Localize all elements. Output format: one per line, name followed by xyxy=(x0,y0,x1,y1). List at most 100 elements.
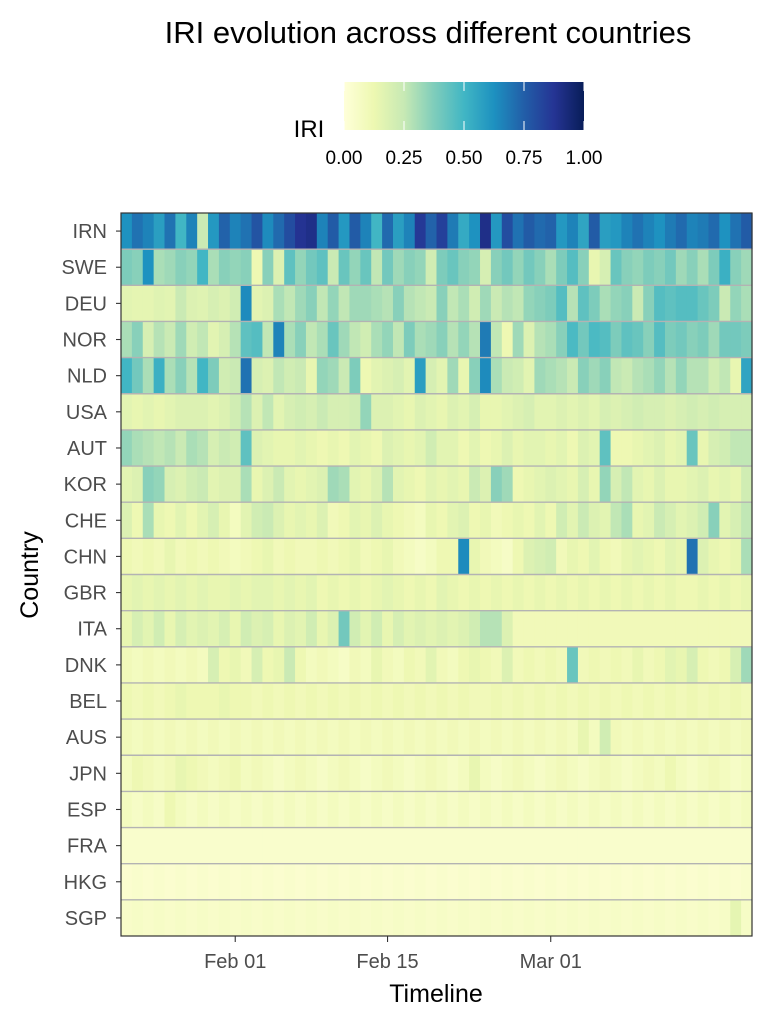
heatmap-cell xyxy=(251,249,264,286)
heatmap-cell xyxy=(240,538,253,575)
y-tick-label-kor: KOR xyxy=(64,474,107,496)
heatmap-cell xyxy=(436,466,448,503)
heatmap-cell xyxy=(382,791,394,828)
heatmap-cell xyxy=(338,863,351,900)
heatmap-cell xyxy=(251,682,264,720)
heatmap-cell xyxy=(295,249,307,286)
heatmap-cell xyxy=(588,429,601,467)
heatmap-cell xyxy=(218,393,231,430)
heatmap-cell xyxy=(382,863,394,900)
heatmap-cell xyxy=(512,393,525,430)
heatmap-cell xyxy=(534,393,546,430)
heatmap-cell xyxy=(567,827,579,864)
heatmap-cell xyxy=(599,393,612,430)
heatmap-cell xyxy=(654,610,666,647)
heatmap-cell xyxy=(621,719,633,756)
heatmap-cell xyxy=(708,285,720,322)
heatmap-cell xyxy=(197,827,209,864)
heatmap-cell xyxy=(523,249,536,286)
heatmap-cell xyxy=(730,863,742,900)
heatmap-cell xyxy=(273,466,285,503)
heatmap-cell xyxy=(208,285,220,322)
heatmap-cell xyxy=(142,213,155,250)
heatmap-cell xyxy=(349,321,361,358)
heatmap-cell xyxy=(197,863,209,900)
heatmap-cell xyxy=(730,429,742,467)
heatmap-cell xyxy=(208,357,220,394)
heatmap-cell xyxy=(208,574,220,611)
heatmap-cell xyxy=(208,213,220,250)
heatmap-cell xyxy=(654,429,666,467)
heatmap-cell xyxy=(273,538,285,575)
heatmap-cell xyxy=(469,646,481,683)
heatmap-cell xyxy=(305,574,318,611)
heatmap-cell xyxy=(664,719,677,756)
heatmap-cell xyxy=(425,285,438,322)
heatmap-cell xyxy=(480,574,492,611)
heatmap-cell xyxy=(577,502,590,539)
heatmap-cell xyxy=(741,899,753,936)
heatmap-cell xyxy=(208,791,220,828)
heatmap-cell xyxy=(675,357,688,394)
heatmap-cell xyxy=(632,285,644,322)
heatmap-cell xyxy=(371,863,383,900)
heatmap-cell xyxy=(327,249,340,286)
heatmap-cell xyxy=(708,574,720,611)
heatmap-cell xyxy=(251,538,264,575)
heatmap-cell xyxy=(142,719,155,756)
heatmap-cell xyxy=(392,791,405,828)
heatmap-cell xyxy=(338,755,351,792)
heatmap-cell xyxy=(643,502,655,539)
heatmap-cell xyxy=(414,610,427,647)
heatmap-cell xyxy=(414,429,427,467)
heatmap-cell xyxy=(654,646,666,683)
heatmap-cell xyxy=(218,755,231,792)
heatmap-cell xyxy=(664,285,677,322)
heatmap-cell xyxy=(458,610,470,647)
heatmap-cell xyxy=(229,827,242,864)
heatmap-cell xyxy=(675,466,688,503)
heatmap-cell xyxy=(523,393,536,430)
heatmap-cell xyxy=(327,285,340,322)
heatmap-cell xyxy=(643,321,655,358)
heatmap-cell xyxy=(490,213,503,250)
heatmap-cell xyxy=(218,538,231,575)
heatmap-cell xyxy=(382,429,394,467)
heatmap-cell xyxy=(458,393,470,430)
heatmap-cell xyxy=(295,538,307,575)
y-tick-label-bel: BEL xyxy=(69,691,107,713)
chart-title: IRI evolution across different countries xyxy=(165,15,692,50)
heatmap-cell xyxy=(284,357,296,394)
heatmap-cell xyxy=(229,321,242,358)
heatmap-cell xyxy=(664,213,677,250)
heatmap-cell xyxy=(338,249,351,286)
heatmap-cell xyxy=(338,357,351,394)
heatmap-cell xyxy=(545,827,557,864)
heatmap-cell xyxy=(425,791,438,828)
heatmap-cell xyxy=(730,321,742,358)
heatmap-cell xyxy=(610,610,623,647)
heatmap-cell xyxy=(480,357,492,394)
heatmap-cell xyxy=(643,574,655,611)
heatmap-cell xyxy=(675,682,688,720)
heatmap-cell xyxy=(599,429,612,467)
heatmap-cell xyxy=(599,682,612,720)
heatmap-cell xyxy=(675,863,688,900)
heatmap-cell xyxy=(425,393,438,430)
heatmap-cell xyxy=(414,213,427,250)
heatmap-cell xyxy=(295,899,307,936)
heatmap-cell xyxy=(599,357,612,394)
heatmap-cell xyxy=(567,321,579,358)
heatmap-cell xyxy=(708,610,720,647)
heatmap-cell xyxy=(654,827,666,864)
heatmap-cell xyxy=(218,863,231,900)
heatmap-cell xyxy=(556,682,568,720)
heatmap-cell xyxy=(654,682,666,720)
heatmap-cell xyxy=(588,646,601,683)
heatmap-cell xyxy=(436,682,448,720)
heatmap-cell xyxy=(153,827,166,864)
y-tick-label-aut: AUT xyxy=(67,438,107,460)
heatmap-cell xyxy=(273,213,285,250)
heatmap-cell xyxy=(142,429,155,467)
